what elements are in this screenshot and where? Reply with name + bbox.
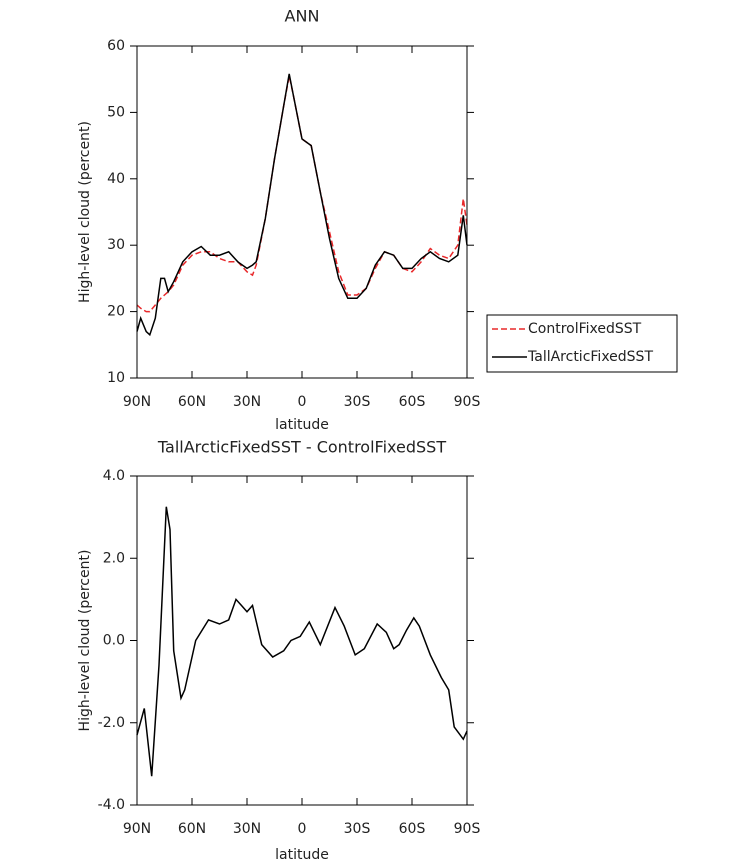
y-tick-label: 40	[107, 171, 125, 187]
chart-title: TallArcticFixedSST - ControlFixedSST	[157, 438, 446, 457]
y-tick-label: 4.0	[103, 468, 125, 484]
x-tick-label: 90N	[123, 821, 151, 837]
x-tick-label: 90S	[454, 394, 481, 410]
x-tick-label: 60N	[178, 394, 206, 410]
data-line	[136, 506, 468, 777]
data-line	[136, 73, 468, 337]
legend-label: ControlFixedSST	[528, 321, 642, 337]
y-tick-label: 60	[107, 38, 125, 54]
y-tick-label: 20	[107, 304, 125, 320]
y-tick-label: 0.0	[103, 633, 125, 649]
y-tick-label: 30	[107, 237, 125, 253]
legend-frame	[486, 314, 678, 373]
legend-label: TallArcticFixedSST	[527, 349, 653, 365]
plot-frame	[136, 45, 468, 379]
x-tick-label: 90N	[123, 394, 151, 410]
data-line	[136, 75, 468, 313]
y-tick-label: 50	[107, 104, 125, 120]
x-axis-label: latitude	[275, 847, 329, 863]
x-tick-label: 0	[298, 821, 307, 837]
y-tick-label: -2.0	[98, 715, 125, 731]
x-tick-label: 90S	[454, 821, 481, 837]
x-tick-label: 30N	[233, 394, 261, 410]
x-tick-label: 0	[298, 394, 307, 410]
x-tick-label: 60N	[178, 821, 206, 837]
y-tick-label: 2.0	[103, 550, 125, 566]
y-tick-label: 10	[107, 370, 125, 386]
x-tick-label: 30S	[344, 394, 371, 410]
y-axis-label: High-level cloud (percent)	[77, 121, 93, 303]
y-axis-label: High-level cloud (percent)	[77, 550, 93, 732]
x-tick-label: 30S	[344, 821, 371, 837]
x-tick-label: 30N	[233, 821, 261, 837]
x-axis-label: latitude	[275, 417, 329, 433]
x-tick-label: 60S	[399, 394, 426, 410]
plot-frame	[136, 475, 468, 806]
x-tick-label: 60S	[399, 821, 426, 837]
y-tick-label: -4.0	[98, 797, 125, 813]
chart-title: ANN	[285, 7, 320, 26]
